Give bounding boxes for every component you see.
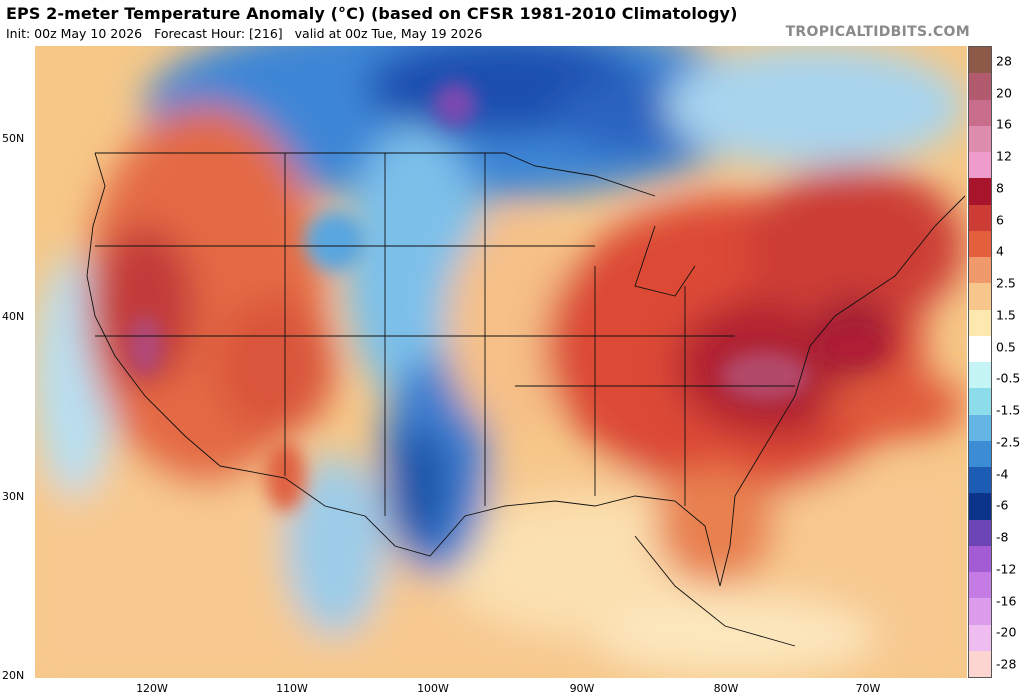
great-lakes [634, 225, 696, 297]
colorbar-swatch [969, 73, 991, 100]
colorbar-tick-label: 28 [996, 53, 1012, 69]
caribbean-hint [634, 535, 796, 647]
colorbar-swatch [969, 204, 991, 231]
lat-label-50n: 50N [2, 132, 25, 145]
colorbar-swatch [969, 572, 991, 599]
colorbar-tick-label: -4 [996, 466, 1009, 482]
anomaly-field [35, 46, 967, 678]
forecast-hour: Forecast Hour: [216] [154, 26, 283, 41]
lat-label-40n: 40N [2, 310, 25, 323]
colorbar-tick-label: 1.5 [996, 307, 1016, 323]
colorbar-tick-label: -6 [996, 497, 1009, 513]
colorbar [968, 46, 992, 678]
colorbar-swatch [969, 257, 991, 284]
us-canada-border [95, 152, 656, 197]
lon-label-120w: 120W [136, 682, 168, 695]
colorbar-swatch [969, 493, 991, 520]
colorbar-tick-label: -2.5 [996, 434, 1021, 450]
colorbar-tick-label: 6 [996, 212, 1004, 228]
us-west-coast [86, 152, 221, 467]
colorbar-tick-label: 12 [996, 148, 1012, 164]
lon-label-110w: 110W [276, 682, 308, 695]
colorbar-swatch [969, 440, 991, 467]
colorbar-swatch [969, 230, 991, 257]
us-east-coast [719, 195, 966, 587]
colorbar-swatch [969, 309, 991, 336]
colorbar-swatch [969, 598, 991, 625]
lon-label-90w: 90W [569, 682, 595, 695]
lat-label-30n: 30N [2, 490, 25, 503]
colorbar-tick-label: -12 [996, 561, 1017, 577]
colorbar-swatch [969, 335, 991, 362]
colorbar-swatch [969, 650, 991, 677]
colorbar-swatch [969, 467, 991, 494]
colorbar-swatch [969, 152, 991, 179]
colorbar-swatch [969, 125, 991, 152]
lon-label-70w: 70W [855, 682, 881, 695]
colorbar-swatch [969, 388, 991, 415]
colorbar-swatch [969, 283, 991, 310]
colorbar-swatch [969, 99, 991, 126]
colorbar-tick-label: 4 [996, 243, 1004, 259]
lon-label-100w: 100W [417, 682, 449, 695]
init-time: Init: 00z May 10 2026 [6, 26, 143, 41]
colorbar-tick-label: 16 [996, 116, 1012, 132]
valid-time: valid at 00z Tue, May 19 2026 [294, 26, 483, 41]
colorbar-tick-label: 20 [996, 85, 1012, 101]
colorbar-tick-label: -16 [996, 593, 1017, 609]
lon-label-80w: 80W [713, 682, 739, 695]
colorbar-tick-label: -28 [996, 656, 1017, 672]
colorbar-tick-label: 2.5 [996, 275, 1016, 291]
boundary-lines [86, 152, 966, 647]
colorbar-swatch [969, 414, 991, 441]
site-credit: TROPICALTIDBITS.COM [785, 24, 970, 40]
colorbar-tick-label: -1.5 [996, 402, 1021, 418]
colorbar-swatch [969, 519, 991, 546]
colorbar-swatch [969, 624, 991, 651]
colorbar-tick-label: -8 [996, 529, 1009, 545]
colorbar-tick-label: 8 [996, 180, 1004, 196]
anomaly-map [35, 46, 967, 678]
colorbar-tick-label: -20 [996, 624, 1017, 640]
map-canvas [35, 46, 967, 678]
map-subtitle: Init: 00z May 10 2026 Forecast Hour: [21… [6, 26, 490, 41]
map-title: EPS 2-meter Temperature Anomaly (°C) (ba… [6, 4, 738, 23]
us-mexico-gulf-line [219, 465, 721, 587]
colorbar-swatch [969, 47, 991, 74]
colorbar-swatch [969, 545, 991, 572]
colorbar-tick-label: -0.5 [996, 370, 1021, 386]
colorbar-tick-label: 0.5 [996, 339, 1016, 355]
lat-label-20n: 20N [2, 669, 25, 682]
colorbar-swatch [969, 362, 991, 389]
colorbar-swatch [969, 178, 991, 205]
